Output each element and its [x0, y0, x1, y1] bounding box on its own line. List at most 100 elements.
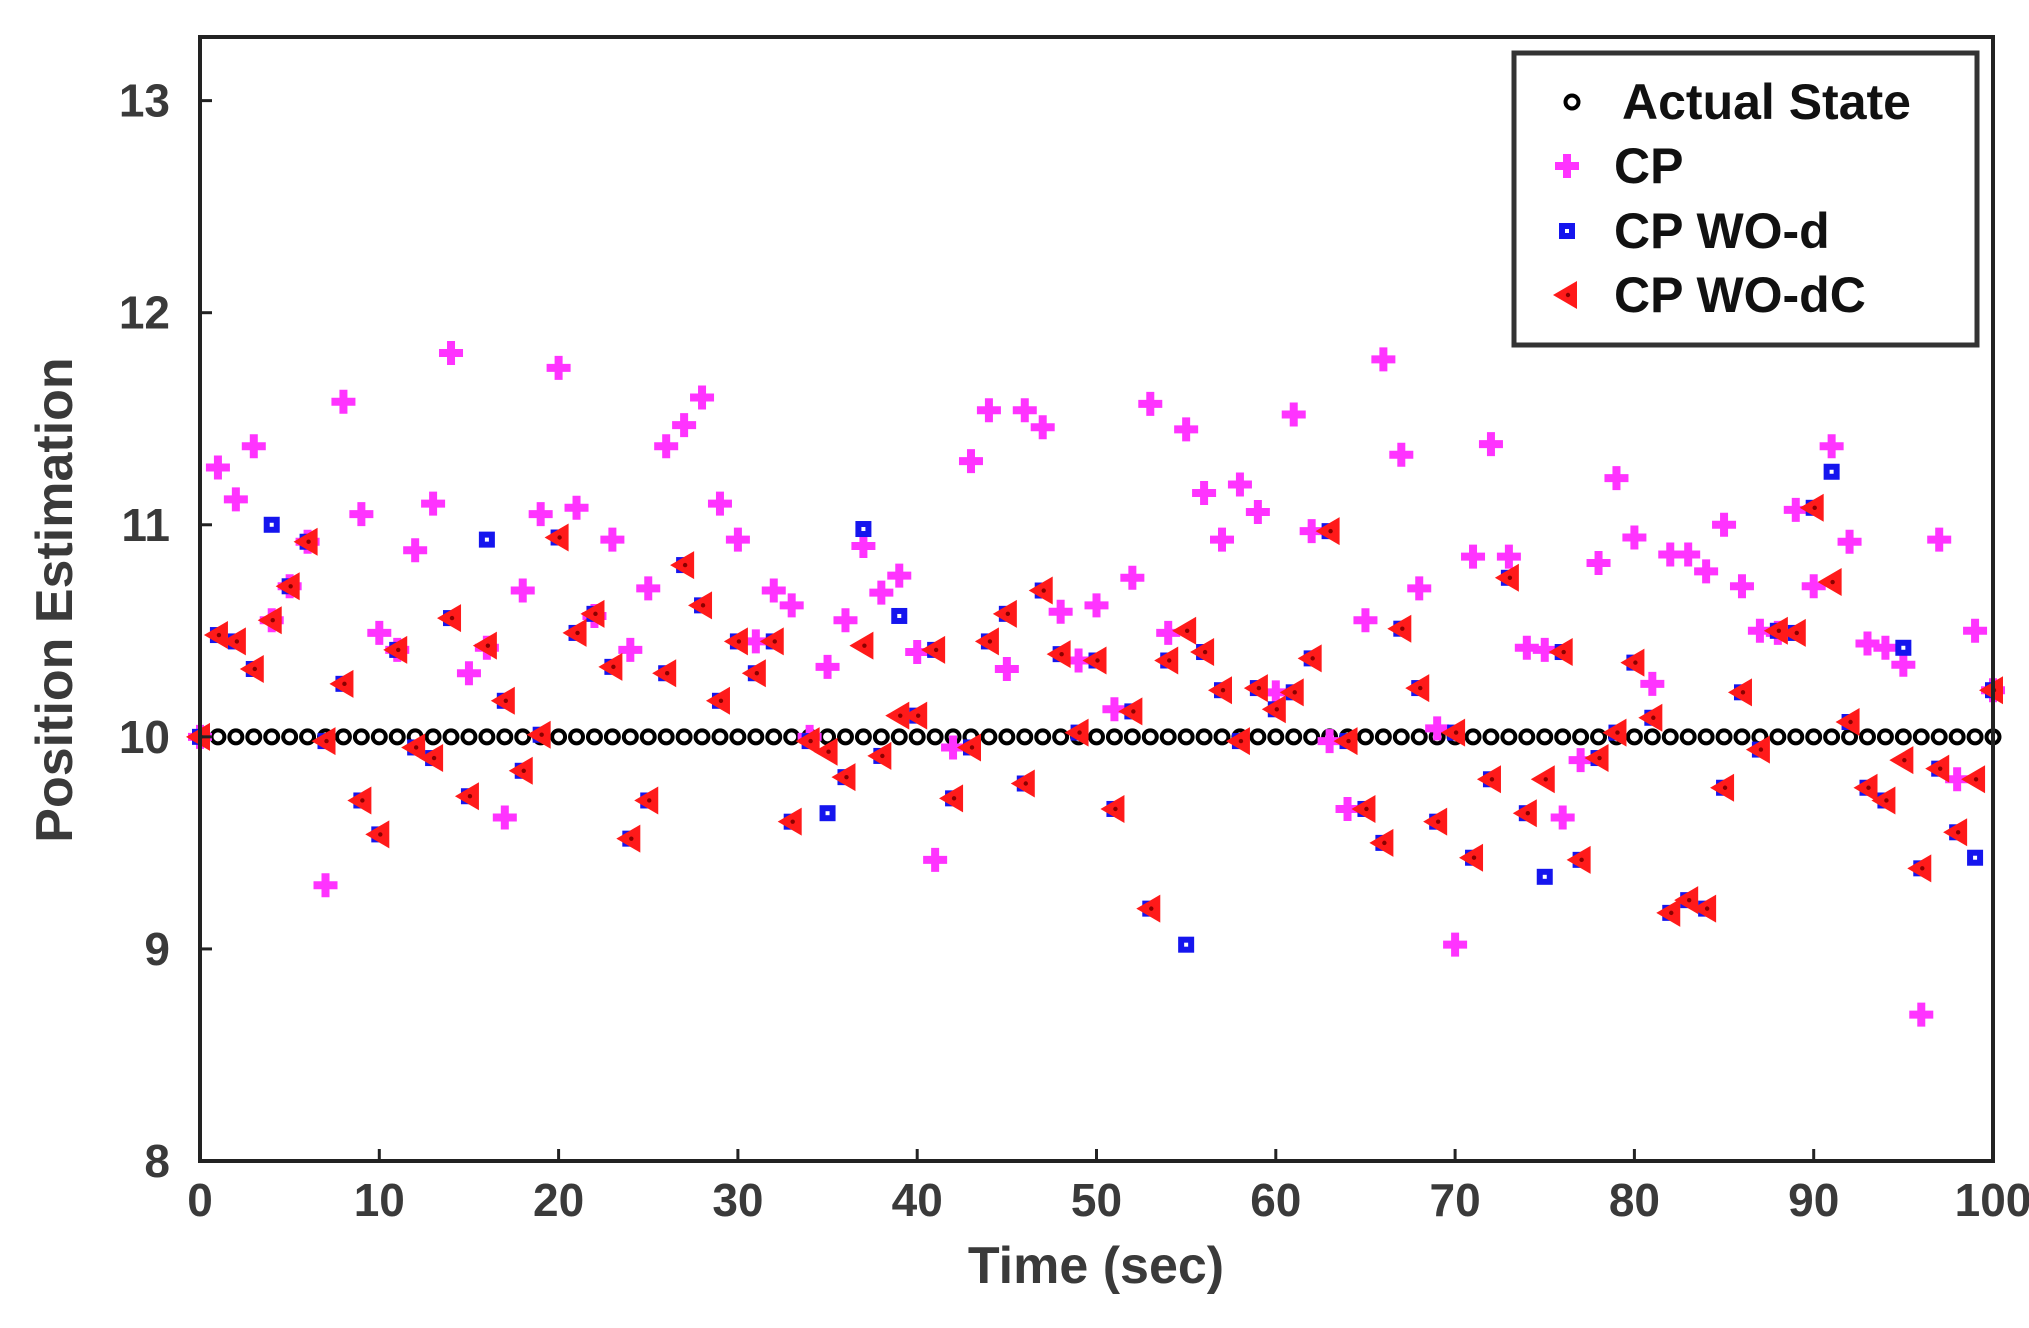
data-point	[765, 728, 783, 746]
data-point	[976, 398, 1001, 423]
data-point	[388, 728, 406, 746]
data-point	[1192, 480, 1217, 505]
data-point	[562, 618, 587, 647]
data-point	[419, 744, 444, 773]
data-point	[209, 728, 227, 746]
data-point	[223, 487, 248, 512]
data-point	[1356, 728, 1374, 746]
data-point	[1478, 432, 1503, 457]
legend: Actual State CP CP WO-d CP WO-dC	[1511, 50, 1980, 348]
data-point	[454, 782, 479, 811]
data-point	[1389, 442, 1414, 467]
data-point	[779, 593, 804, 618]
data-point	[905, 640, 930, 665]
data-point	[1227, 472, 1252, 497]
data-point	[1799, 493, 1824, 522]
data-point	[349, 502, 374, 527]
data-point	[1927, 527, 1952, 552]
data-point	[872, 728, 890, 746]
data-point	[1925, 754, 1950, 783]
data-point	[245, 728, 263, 746]
data-point	[688, 591, 713, 620]
data-point	[456, 661, 481, 686]
data-point	[707, 491, 732, 516]
data-point	[1712, 512, 1737, 537]
data-point	[239, 654, 264, 683]
y-tick-label: 10	[119, 711, 170, 763]
data-point	[439, 340, 464, 365]
data-point	[1745, 735, 1770, 764]
data-point	[831, 763, 856, 792]
data-point	[1267, 728, 1285, 746]
axis-ticks: 0 10 20 30 40 50 60 70 80 90 100 8 9 10 11 12 13	[119, 75, 2029, 1226]
data-point	[1602, 718, 1627, 747]
data-point	[600, 527, 625, 552]
data-point	[1500, 728, 1518, 746]
data-point	[227, 728, 245, 746]
x-tick-label: 20	[533, 1174, 584, 1226]
data-point	[1333, 727, 1358, 756]
x-axis-title: Time (sec)	[968, 1237, 1224, 1295]
legend-symbol-actual-state	[1563, 93, 1581, 111]
data-point	[1245, 500, 1270, 525]
data-point	[741, 659, 766, 688]
data-point	[1658, 542, 1683, 567]
data-point	[1297, 644, 1322, 673]
y-tick-label: 13	[119, 75, 170, 127]
data-point	[1889, 746, 1914, 775]
data-point	[1710, 773, 1735, 802]
data-point	[1317, 729, 1342, 754]
data-point	[1554, 728, 1572, 746]
data-point	[634, 786, 659, 815]
data-point	[544, 523, 569, 552]
data-point	[1967, 849, 1984, 866]
data-point	[1138, 391, 1163, 416]
legend-symbols	[1553, 93, 1581, 309]
data-point	[1034, 728, 1052, 746]
data-point	[1661, 728, 1679, 746]
data-point	[1459, 843, 1484, 872]
data-point	[510, 578, 535, 603]
data-point	[705, 686, 730, 715]
y-tick-label: 11	[121, 499, 170, 551]
data-point	[1102, 697, 1127, 722]
data-point	[1174, 417, 1199, 442]
data-point	[1159, 728, 1177, 746]
data-point	[1353, 608, 1378, 633]
data-point	[921, 635, 946, 664]
data-point	[442, 728, 460, 746]
data-point	[564, 495, 589, 520]
data-point	[711, 728, 729, 746]
data-point	[1769, 728, 1787, 746]
data-point	[693, 728, 711, 746]
data-point	[855, 521, 872, 538]
data-point	[1195, 728, 1213, 746]
data-point	[690, 385, 715, 410]
data-point	[1912, 728, 1930, 746]
data-point	[1835, 708, 1860, 737]
data-point	[1727, 678, 1752, 707]
legend-label-cp-wo-d: CP WO-d	[1614, 203, 1830, 259]
data-point	[1066, 648, 1091, 673]
data-point	[1423, 807, 1448, 836]
data-point	[1315, 517, 1340, 546]
data-point	[550, 728, 568, 746]
data-point	[1622, 525, 1647, 550]
data-point	[1225, 727, 1250, 756]
data-point	[370, 728, 388, 746]
data-point	[1476, 765, 1501, 794]
data-point	[908, 728, 926, 746]
data-point	[203, 621, 228, 650]
data-point	[616, 824, 641, 853]
data-point	[1100, 794, 1125, 823]
data-point	[813, 737, 838, 766]
x-tick-label: 90	[1788, 1174, 1839, 1226]
data-point	[1482, 728, 1500, 746]
data-point	[1948, 728, 1966, 746]
data-point	[1837, 529, 1862, 554]
data-point	[508, 756, 533, 785]
data-point	[1676, 542, 1701, 567]
data-point	[1154, 646, 1179, 675]
data-point	[833, 608, 858, 633]
